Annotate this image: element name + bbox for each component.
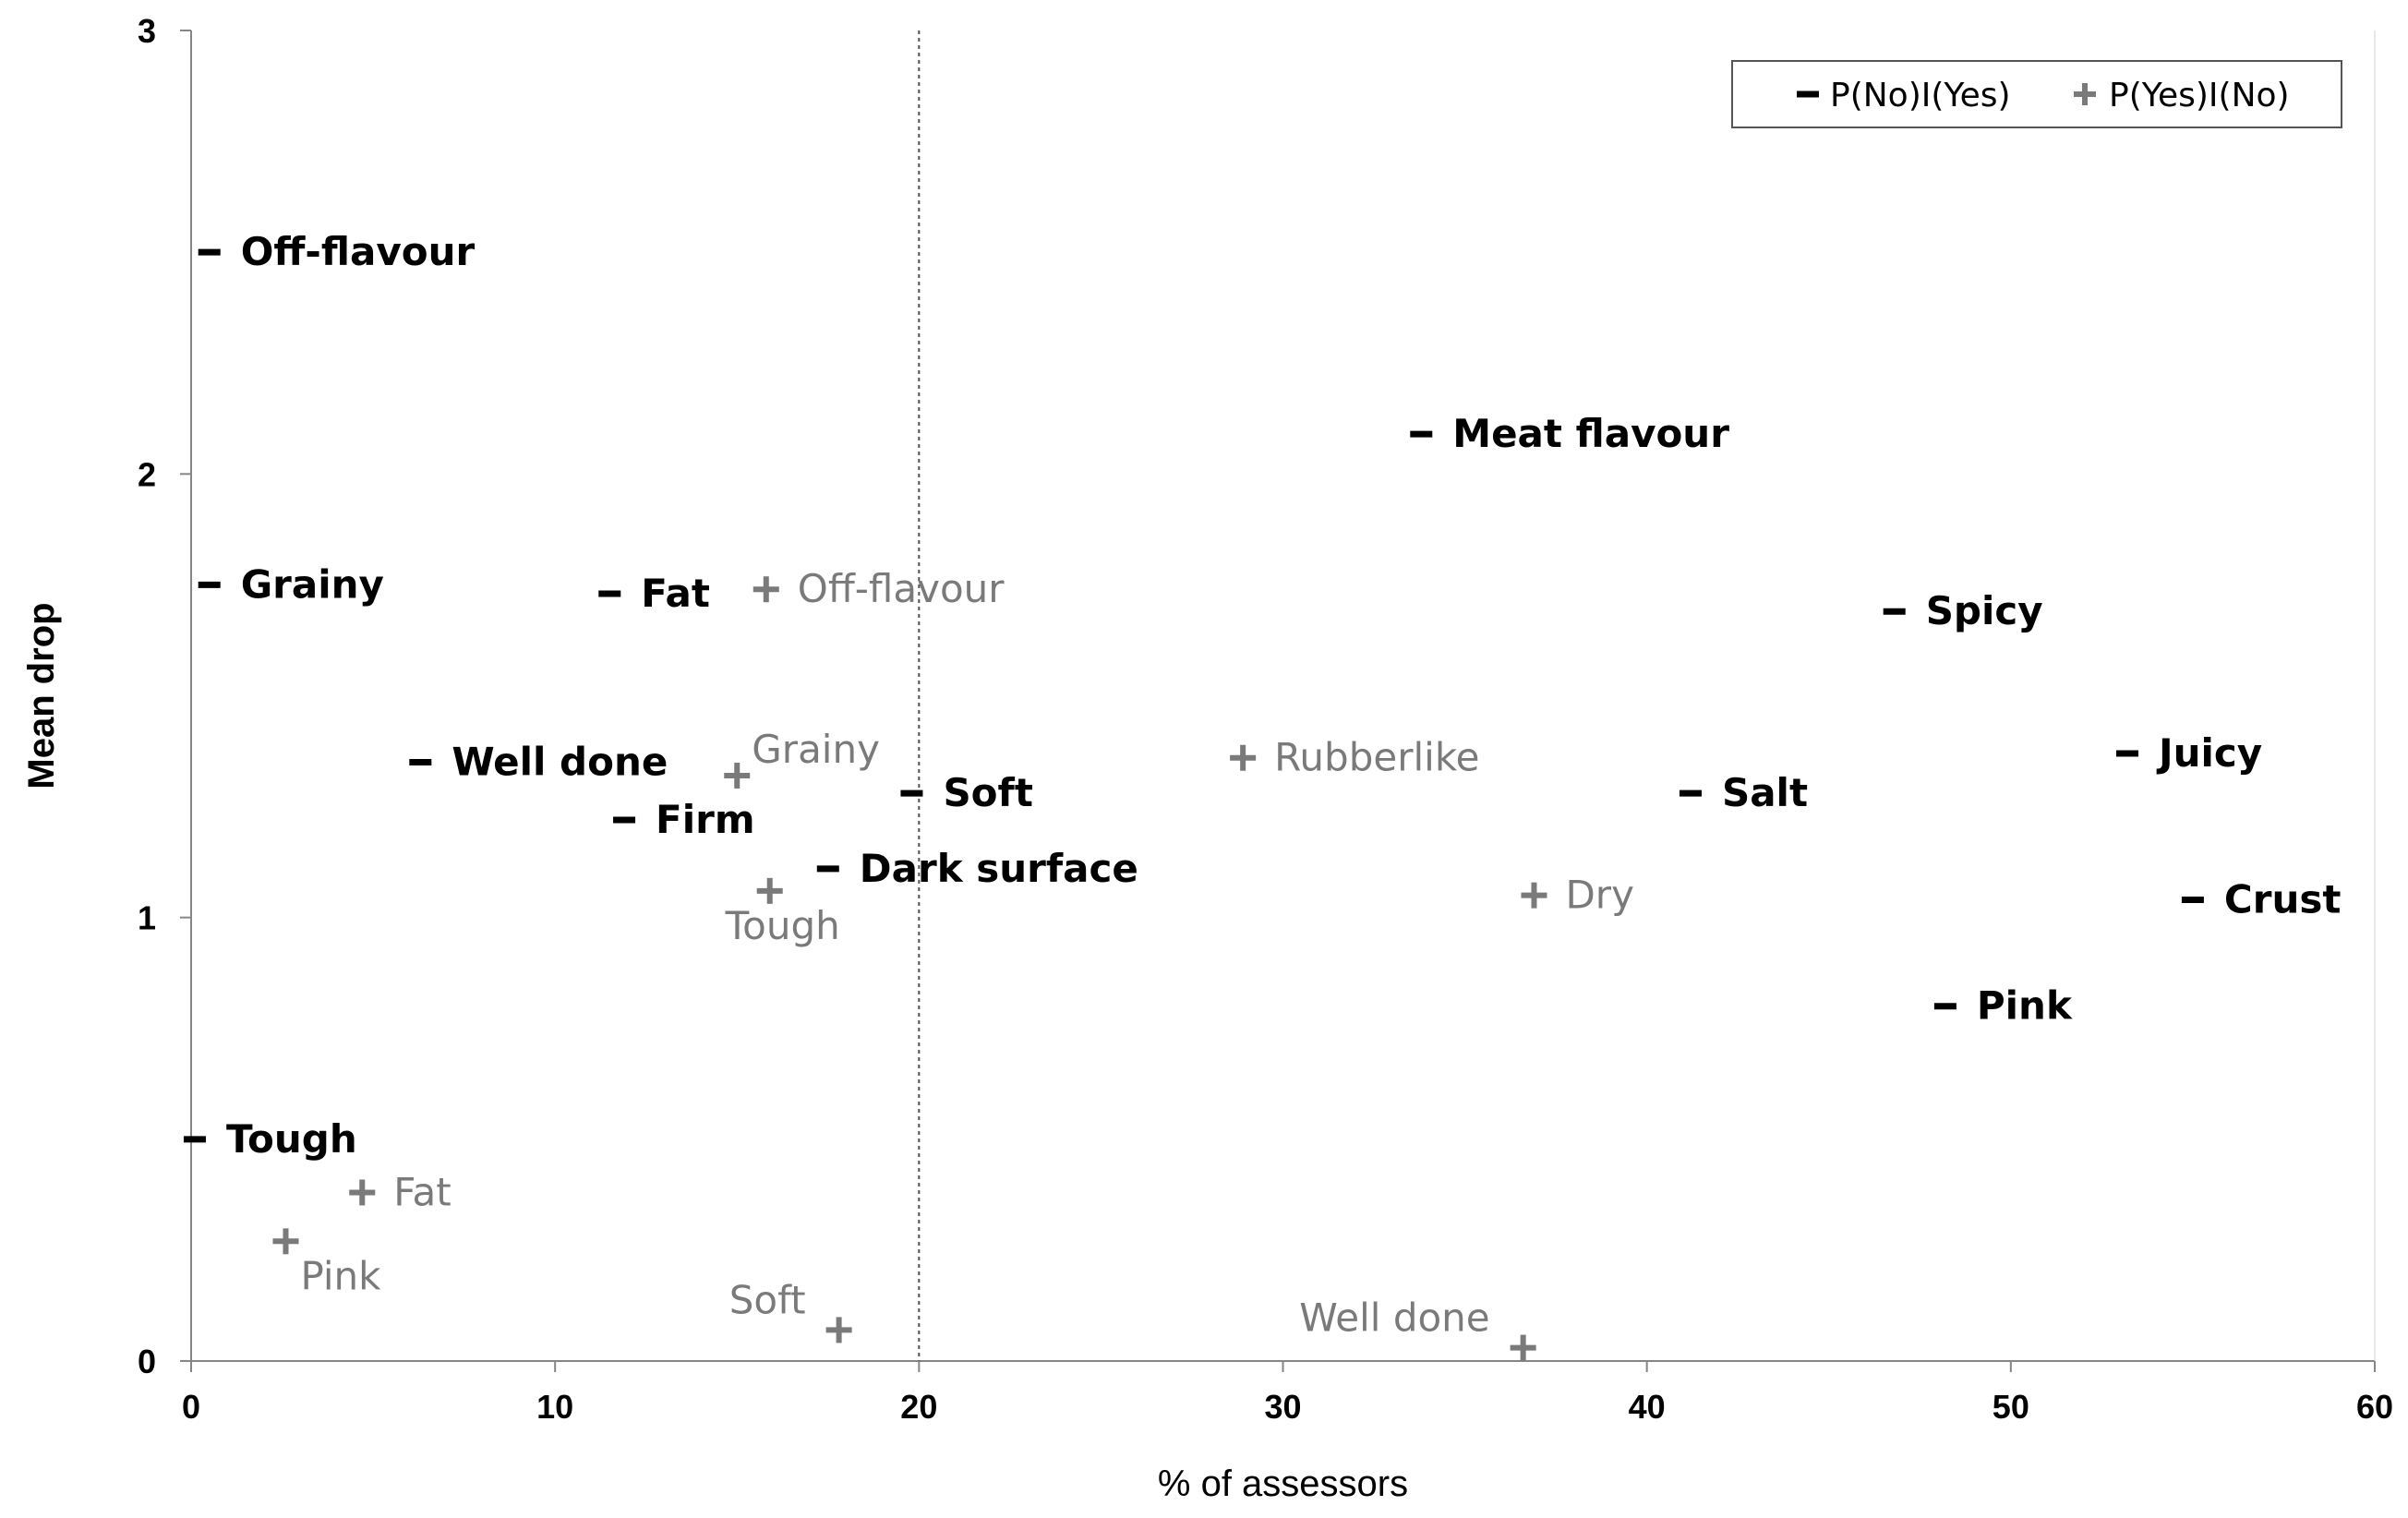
data-point-label: Soft	[729, 1277, 806, 1322]
data-point-label: Spicy	[1926, 588, 2043, 633]
data-point-label: Fat	[393, 1169, 452, 1214]
x-tick-label: 40	[1629, 1388, 1666, 1426]
data-point-marker	[349, 1179, 376, 1206]
data-point-label: Grainy	[752, 727, 880, 772]
legend-label-p-yes-i-no: P(Yes)I(No)	[2109, 77, 2290, 114]
data-point-label: Pink	[300, 1253, 381, 1298]
data-point-label: Well done	[452, 740, 668, 785]
data-point-label: Juicy	[2156, 730, 2262, 776]
data-point-label: Rubberlike	[1274, 735, 1479, 780]
legend-plus-glyph	[2074, 83, 2096, 105]
data-point-label: Soft	[943, 770, 1032, 815]
data-point-label: Grainy	[241, 561, 384, 607]
x-tick-label: 50	[1993, 1388, 2029, 1426]
axes	[190, 30, 2376, 1362]
y-tick-label: 0	[138, 1343, 156, 1380]
legend-marker-plus	[2074, 83, 2096, 105]
data-point-label: Crust	[2224, 876, 2342, 922]
data-point-marker	[1521, 882, 1547, 909]
series-p-no-i-yes: Off-flavour Grainy Tough Well done Fat Firm Da…	[183, 229, 2342, 1162]
x-tick-label: 60	[2356, 1388, 2393, 1426]
data-point-marker	[272, 1228, 299, 1255]
data-point-marker	[752, 576, 779, 603]
data-point-marker	[1510, 1334, 1536, 1361]
data-point-label: Firm	[656, 797, 755, 842]
data-point-label: Off-flavour	[798, 566, 1005, 611]
legend-box	[1731, 60, 2342, 128]
legend: P(No)I(Yes) P(Yes)I(No)	[1731, 60, 2342, 128]
data-point-label: Off-flavour	[241, 229, 476, 274]
data-point-marker	[825, 1317, 852, 1343]
y-axis-title: Mean drop	[21, 602, 62, 789]
data-point-label: Meat flavour	[1452, 411, 1729, 456]
data-point-label: Dark surface	[860, 846, 1138, 891]
legend-label-p-no-i-yes: P(No)I(Yes)	[1830, 77, 2011, 114]
x-tick-label: 10	[536, 1388, 573, 1426]
data-point-label: Dry	[1565, 873, 1633, 918]
x-tick-label: 30	[1264, 1388, 1301, 1426]
data-point-marker	[724, 762, 751, 789]
y-tick-label: 2	[138, 455, 156, 493]
x-tick-label: 20	[900, 1388, 937, 1426]
x-tick-label: 0	[182, 1388, 200, 1426]
data-point-label: Salt	[1722, 770, 1808, 815]
y-tick-label: 1	[138, 899, 156, 937]
data-point-marker	[756, 877, 783, 904]
series-p-yes-i-no: Off-flavour Grainy Tough Rubberlike Dry Fat Pi…	[272, 566, 1634, 1361]
data-point-marker	[1230, 744, 1257, 771]
data-point-label: Tough	[725, 903, 840, 948]
data-point-label: Tough	[226, 1116, 357, 1162]
y-ticks: 0 1 2 3	[138, 12, 191, 1380]
data-point-label: Pink	[1977, 983, 2073, 1029]
data-point-label: Fat	[641, 571, 710, 616]
x-axis-title: % of assessors	[1158, 1464, 1408, 1504]
x-ticks: 0 10 20 30 40 50 60	[182, 1361, 2393, 1426]
y-tick-label: 3	[138, 12, 156, 50]
data-point-label: Well done	[1299, 1295, 1489, 1341]
